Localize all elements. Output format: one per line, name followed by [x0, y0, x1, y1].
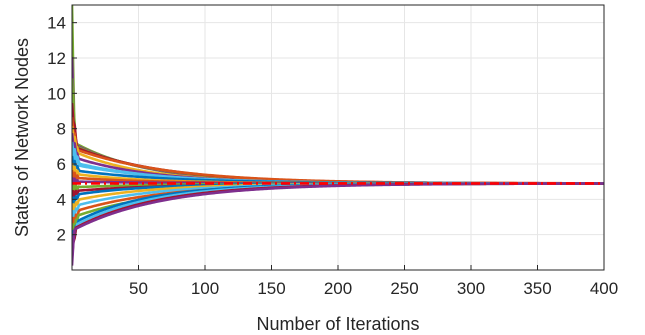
y-tick-label: 12 [47, 49, 66, 68]
x-tick-label: 100 [191, 279, 219, 298]
x-tick-label: 50 [129, 279, 148, 298]
x-tick-label: 200 [324, 279, 352, 298]
x-axis-label: Number of Iterations [256, 314, 419, 334]
x-axis-ticks: 50 100 150 200 250 300 350 400 [129, 265, 618, 298]
y-tick-label: 10 [47, 84, 66, 103]
y-axis-label: States of Network Nodes [12, 38, 32, 237]
y-tick-label: 2 [57, 226, 66, 245]
x-tick-label: 400 [590, 279, 618, 298]
x-tick-label: 150 [257, 279, 285, 298]
x-tick-label: 250 [390, 279, 418, 298]
y-tick-label: 8 [57, 120, 66, 139]
y-axis-ticks: 2 4 6 8 10 12 14 [47, 14, 77, 245]
y-tick-label: 4 [57, 190, 66, 209]
y-tick-label: 14 [47, 14, 66, 33]
x-tick-label: 350 [523, 279, 551, 298]
x-tick-label: 300 [457, 279, 485, 298]
y-tick-label: 6 [57, 155, 66, 174]
